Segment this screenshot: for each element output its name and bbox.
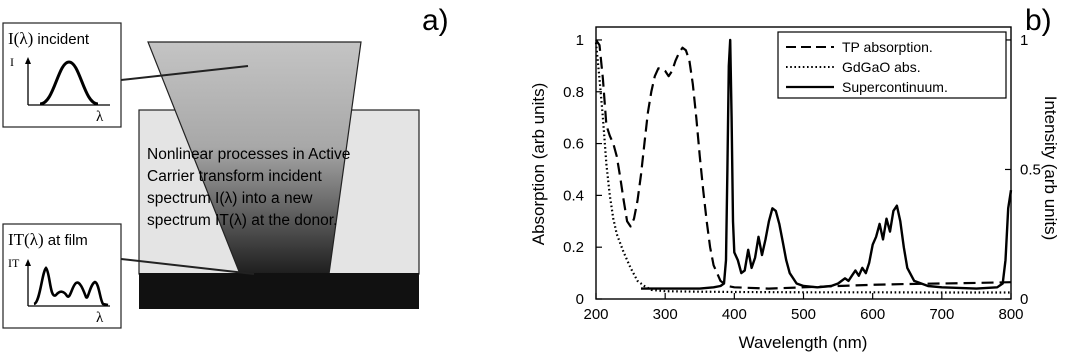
description-line: Carrier transform incident [147, 168, 323, 185]
incident-pointer-line [120, 65, 249, 81]
series-line-2 [594, 42, 1011, 294]
description-line: Nonlinear processes in Active [147, 146, 350, 163]
legend-entry: Supercontinuum. [842, 79, 948, 95]
inset-x-axis-label: λ [96, 109, 104, 125]
arrowhead-icon [25, 57, 31, 64]
panel-a-label: a) [422, 4, 449, 37]
inset-title: I(λ) incident [8, 29, 90, 48]
incident-peak-curve [39, 60, 99, 106]
film-layer [139, 273, 419, 309]
y2-tick-label: 0 [1020, 291, 1028, 308]
legend-entry: TP absorption. [842, 39, 933, 55]
inset-title: IT(λ) at film [8, 230, 88, 249]
x-axis-title: Wavelength (nm) [739, 333, 868, 352]
inset-title-symbol: I(λ) [8, 29, 33, 48]
description-line: spectrum IT(λ) at the donor. [147, 212, 337, 229]
inset-title-symbol: IT(λ) [8, 230, 44, 249]
x-tick-label: 700 [929, 306, 954, 323]
legend: TP absorption. GdGaO abs. Supercontinuum… [777, 31, 1007, 99]
x-tick-label: 800 [998, 306, 1023, 323]
inset-title-suffix: incident [33, 31, 90, 48]
series-line-3 [641, 38, 1013, 290]
y-tick-label: 0.2 [563, 239, 584, 256]
film-spectrum-curve [33, 266, 109, 307]
x-tick-label: 300 [653, 306, 678, 323]
arrowhead-icon [25, 259, 31, 266]
inset-frame [2, 22, 122, 128]
y-axis-title: Absorption (arb units) [529, 83, 548, 246]
y-tick-label: 0.6 [563, 136, 584, 153]
panel-b: b) 200 300 400 500 600 700 80000.20.40.60.8100… [529, 4, 1060, 352]
inset-x-axis-label: λ [96, 310, 104, 326]
x-tick-label: 200 [583, 306, 608, 323]
x-tick-label: 600 [860, 306, 885, 323]
process-description: Nonlinear processes in Active Carrier tr… [147, 146, 350, 229]
y-tick-label: 1 [576, 32, 584, 49]
inset-frame [2, 223, 122, 329]
inset-y-axis-label: IT [8, 256, 20, 270]
panel-b-label: b) [1025, 4, 1052, 37]
legend-entry: GdGaO abs. [842, 59, 921, 75]
series-line-1 [595, 39, 1012, 290]
description-line: spectrum I(λ) into a new [147, 190, 313, 207]
y-tick-label: 0 [576, 291, 584, 308]
film-pointer-line [120, 258, 255, 275]
x-tick-label: 400 [722, 306, 747, 323]
y2-tick-label: 1 [1020, 32, 1028, 49]
incident-spectrum-inset: I(λ) incident I λ [2, 22, 249, 128]
y-tick-label: 0.4 [563, 187, 584, 204]
series-layer [594, 38, 1013, 294]
panel-a: a) Nonlinear processes in Active Carrier… [2, 4, 449, 329]
film-spectrum-inset: IT(λ) at film IT λ [2, 223, 255, 329]
y-tick-label: 0.8 [563, 84, 584, 101]
y2-axis-title: Intensity (arb units) [1041, 96, 1060, 241]
x-tick-label: 500 [791, 306, 816, 323]
inset-y-axis-label: I [10, 55, 14, 69]
y2-tick-label: 0.5 [1020, 161, 1041, 178]
inset-title-suffix: at film [44, 232, 88, 249]
